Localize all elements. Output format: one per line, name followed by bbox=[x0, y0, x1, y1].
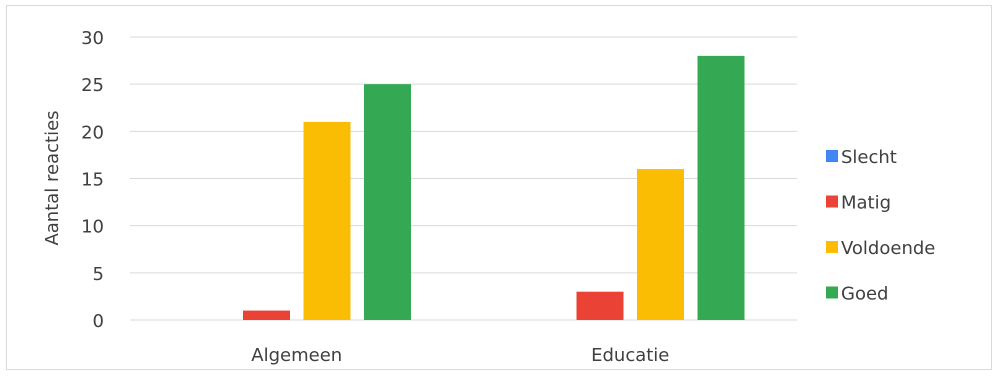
legend-label-slecht: Slecht bbox=[841, 147, 897, 168]
bar-goed-educatie bbox=[697, 55, 745, 320]
y-axis-ticks: 0 5 10 15 20 25 30 bbox=[81, 28, 104, 332]
chart-frame bbox=[6, 5, 992, 370]
y-tick-label: 25 bbox=[81, 75, 104, 96]
bar-voldoende-algemeen bbox=[303, 121, 351, 321]
legend-swatch-voldoende bbox=[826, 241, 838, 253]
bar-goed-algemeen bbox=[364, 84, 411, 321]
bar-matig-educatie bbox=[576, 291, 624, 320]
y-axis-title: Aantal reacties bbox=[42, 110, 63, 245]
legend-swatch-slecht bbox=[826, 150, 838, 162]
x-category-label: Educatie bbox=[591, 345, 669, 366]
x-category-label: Algemeen bbox=[251, 345, 342, 366]
y-tick-label: 15 bbox=[81, 170, 104, 191]
x-axis-categories: Algemeen Educatie bbox=[251, 345, 669, 366]
bars bbox=[243, 55, 745, 321]
legend-label-matig: Matig bbox=[841, 193, 891, 214]
y-tick-label: 20 bbox=[81, 122, 104, 143]
y-tick-label: 5 bbox=[93, 264, 104, 285]
legend-swatch-goed bbox=[826, 286, 838, 299]
legend-swatch-matig bbox=[826, 195, 838, 208]
bar-matig-algemeen bbox=[243, 310, 290, 320]
gridlines bbox=[130, 36, 797, 321]
y-tick-label: 0 bbox=[93, 311, 104, 332]
legend-label-goed: Goed bbox=[841, 284, 888, 305]
y-tick-label: 30 bbox=[81, 28, 104, 49]
legend-label-voldoende: Voldoende bbox=[841, 238, 935, 259]
bar-voldoende-educatie bbox=[637, 169, 684, 320]
y-tick-label: 10 bbox=[81, 217, 104, 238]
legend: Slecht Matig Voldoende Goed bbox=[826, 147, 935, 305]
